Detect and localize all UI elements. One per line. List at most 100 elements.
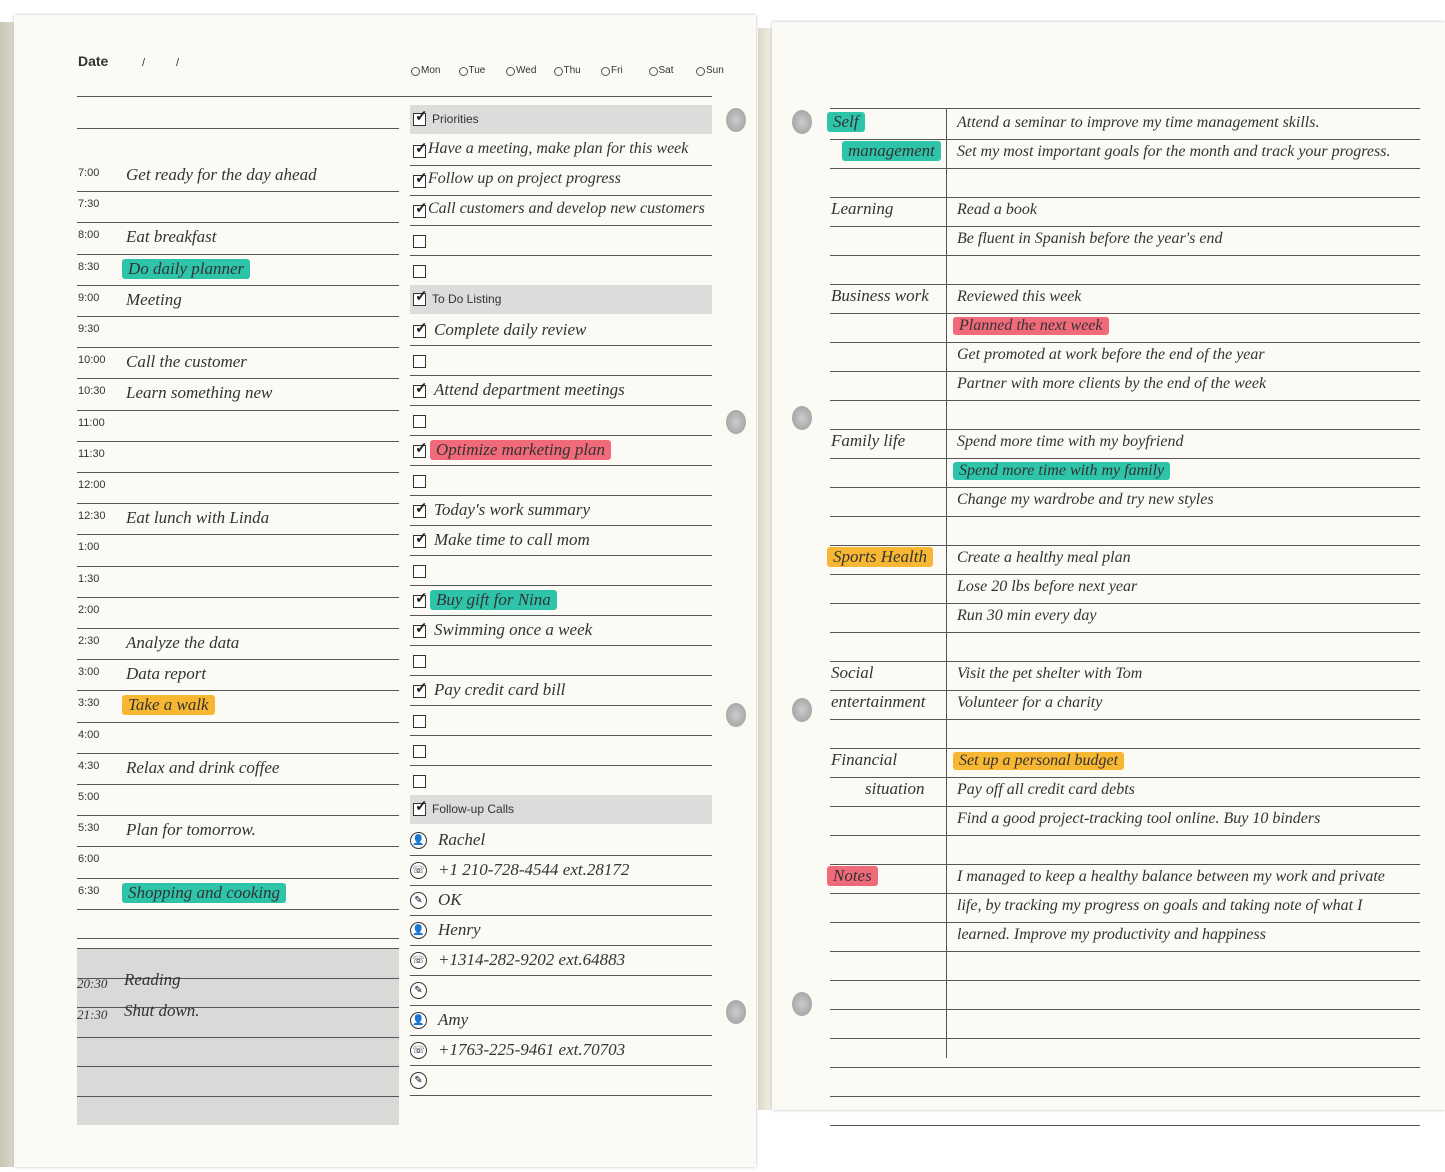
weekday-circle bbox=[458, 67, 468, 76]
rule-line bbox=[830, 1067, 1420, 1068]
hole bbox=[792, 110, 812, 134]
rule-line bbox=[77, 690, 399, 692]
call-text: +1 210-728-4544 ext.28172 bbox=[438, 860, 630, 879]
checkbox bbox=[413, 205, 426, 218]
category-label: Family life bbox=[831, 431, 906, 450]
rule-line bbox=[77, 908, 399, 910]
category-label: Sports Health bbox=[827, 547, 933, 567]
rule-line bbox=[77, 191, 399, 193]
rule-line bbox=[410, 555, 712, 556]
hole bbox=[792, 992, 812, 1016]
rule-line bbox=[77, 628, 399, 629]
entry: Find a good project-tracking tool online… bbox=[957, 810, 1321, 827]
time-label: 10:30 bbox=[78, 385, 106, 398]
checkbox bbox=[413, 325, 426, 338]
rule-line bbox=[410, 435, 712, 436]
rule-line bbox=[830, 980, 1420, 981]
hole bbox=[726, 1000, 746, 1024]
todo-item: Buy gift for Nina bbox=[430, 590, 557, 610]
rule-line bbox=[410, 1065, 712, 1066]
rule-line bbox=[410, 1035, 712, 1036]
entry: Partner with more clients by the end of … bbox=[957, 375, 1267, 392]
rule-line bbox=[77, 1095, 399, 1097]
rule-line bbox=[410, 195, 712, 196]
time-label: 3:30 bbox=[78, 697, 100, 710]
checkbox bbox=[413, 445, 426, 458]
entry: I managed to keep a healthy balance betw… bbox=[957, 868, 1385, 885]
todo-item: Pay credit card bill bbox=[434, 680, 566, 699]
rule-line bbox=[830, 284, 1420, 285]
rule-line bbox=[830, 632, 1420, 633]
entry: Planned the next week bbox=[953, 317, 1109, 335]
call-icon: 👤 bbox=[410, 1012, 427, 1029]
call-text: +1314-282-9202 ext.64883 bbox=[438, 950, 626, 969]
rule-line bbox=[410, 615, 712, 616]
schedule-task: Learn something new bbox=[126, 383, 273, 403]
checkbox bbox=[413, 415, 426, 428]
rule-line bbox=[77, 877, 399, 879]
entry: Create a healthy meal plan bbox=[957, 549, 1131, 566]
time-label: 3:00 bbox=[78, 666, 100, 679]
rule-line bbox=[77, 534, 399, 536]
page-stack bbox=[758, 28, 772, 1110]
rule-line bbox=[410, 585, 712, 586]
rule-line bbox=[830, 951, 1420, 952]
checkbox bbox=[413, 685, 426, 698]
rule-line bbox=[77, 659, 399, 661]
call-icon: 👤 bbox=[410, 832, 427, 849]
entry: Pay off all credit card debts bbox=[957, 781, 1135, 798]
time-label: 7:00 bbox=[78, 167, 100, 179]
section-header bbox=[410, 795, 712, 824]
checkbox bbox=[413, 145, 426, 158]
rule-line bbox=[77, 938, 399, 939]
time-label: 9:00 bbox=[78, 291, 100, 304]
entry: Reviewed this week bbox=[957, 288, 1082, 305]
rule-line bbox=[77, 752, 399, 754]
entry: Spend more time with my boyfriend bbox=[957, 433, 1184, 450]
rule-line bbox=[830, 226, 1420, 227]
evening-task: Reading bbox=[124, 970, 181, 989]
schedule-task: Plan for tomorrow. bbox=[126, 820, 256, 840]
rule-line bbox=[830, 864, 1420, 865]
category-label: Financial bbox=[831, 750, 898, 769]
rule-line bbox=[410, 1005, 712, 1006]
time-label: 1:00 bbox=[78, 541, 100, 554]
rule-line bbox=[77, 440, 399, 442]
rule-line bbox=[830, 661, 1420, 662]
rule-line bbox=[410, 675, 712, 676]
schedule-task: Relax and drink coffee bbox=[126, 757, 280, 777]
checkbox bbox=[413, 475, 426, 488]
weekday: Tue bbox=[468, 65, 486, 76]
check-mark: ✓ bbox=[415, 680, 428, 697]
rule-line bbox=[410, 375, 712, 376]
check-mark: ✓ bbox=[415, 798, 428, 815]
rule-line bbox=[410, 765, 712, 766]
rule-line bbox=[410, 465, 712, 466]
time-label: 5:00 bbox=[78, 791, 100, 803]
entry: Volunteer for a charity bbox=[957, 694, 1103, 711]
call-icon: ☏ bbox=[410, 1042, 427, 1059]
rule-line bbox=[77, 977, 399, 979]
rule-line bbox=[830, 400, 1420, 401]
rule-line bbox=[77, 565, 399, 567]
todo-item: Call customers and develop new customers bbox=[428, 200, 705, 217]
check-mark: ✓ bbox=[415, 140, 428, 157]
time-label: 6:30 bbox=[78, 884, 100, 897]
weekday-circle bbox=[648, 67, 658, 76]
check-mark: ✓ bbox=[415, 440, 428, 457]
schedule-task: Eat breakfast bbox=[126, 227, 217, 247]
time-label: 6:00 bbox=[78, 853, 100, 866]
checkbox bbox=[413, 715, 426, 728]
hole bbox=[792, 406, 812, 430]
section-title: To Do Listing bbox=[432, 292, 502, 306]
schedule-task: Call the customer bbox=[126, 352, 247, 372]
todo-item: Make time to call mom bbox=[434, 530, 590, 549]
rule-line bbox=[77, 846, 399, 848]
rule-line bbox=[830, 1038, 1420, 1039]
category-label: management bbox=[842, 141, 941, 161]
check-mark: ✓ bbox=[415, 620, 428, 637]
checkbox bbox=[413, 265, 426, 278]
rule-line bbox=[830, 342, 1420, 343]
time-label: 20:30 bbox=[77, 976, 108, 991]
rule-line bbox=[410, 735, 712, 736]
